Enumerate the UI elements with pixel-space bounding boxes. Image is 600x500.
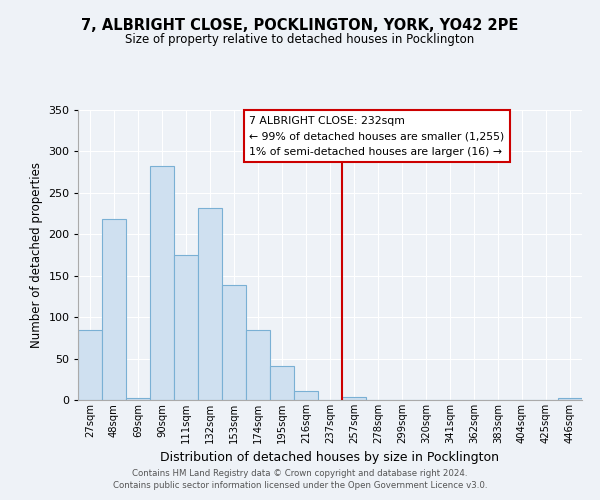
Bar bbox=[174, 255, 198, 400]
Bar bbox=[222, 285, 246, 400]
Bar bbox=[342, 396, 366, 400]
Bar bbox=[294, 391, 318, 400]
Bar bbox=[198, 208, 222, 400]
Text: Size of property relative to detached houses in Pocklington: Size of property relative to detached ho… bbox=[125, 32, 475, 46]
Bar bbox=[246, 330, 270, 400]
Bar bbox=[150, 166, 174, 400]
Bar bbox=[126, 398, 150, 400]
Bar bbox=[78, 330, 102, 400]
Text: 7, ALBRIGHT CLOSE, POCKLINGTON, YORK, YO42 2PE: 7, ALBRIGHT CLOSE, POCKLINGTON, YORK, YO… bbox=[82, 18, 518, 32]
Y-axis label: Number of detached properties: Number of detached properties bbox=[30, 162, 43, 348]
X-axis label: Distribution of detached houses by size in Pocklington: Distribution of detached houses by size … bbox=[161, 452, 499, 464]
Bar bbox=[558, 398, 582, 400]
Text: Contains public sector information licensed under the Open Government Licence v3: Contains public sector information licen… bbox=[113, 481, 487, 490]
Text: Contains HM Land Registry data © Crown copyright and database right 2024.: Contains HM Land Registry data © Crown c… bbox=[132, 468, 468, 477]
Text: 7 ALBRIGHT CLOSE: 232sqm
← 99% of detached houses are smaller (1,255)
1% of semi: 7 ALBRIGHT CLOSE: 232sqm ← 99% of detach… bbox=[250, 116, 505, 157]
Bar bbox=[102, 218, 126, 400]
Bar bbox=[270, 366, 294, 400]
